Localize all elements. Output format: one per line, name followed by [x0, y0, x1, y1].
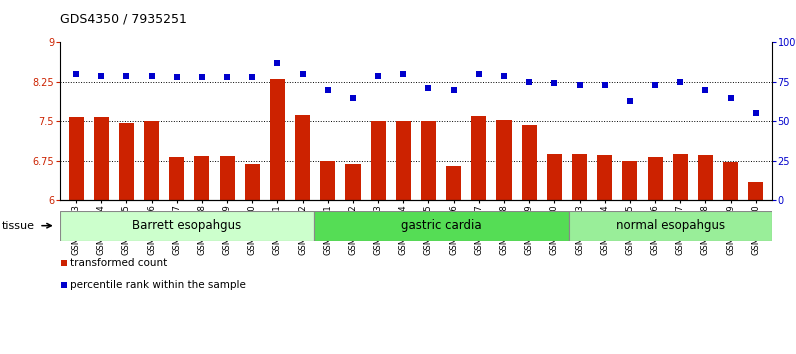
Point: [296, 71, 309, 77]
Bar: [497, 120, 512, 200]
Point: [674, 79, 687, 85]
Bar: [371, 121, 386, 200]
Bar: [60, 211, 314, 241]
Point: [196, 74, 209, 80]
Bar: [244, 164, 259, 200]
Bar: [547, 154, 562, 200]
Bar: [314, 211, 568, 241]
Bar: [572, 154, 587, 200]
Text: normal esopahgus: normal esopahgus: [616, 219, 725, 232]
Point: [145, 73, 158, 78]
Bar: [622, 161, 638, 200]
Bar: [270, 79, 285, 200]
Bar: [345, 164, 361, 200]
Bar: [568, 211, 772, 241]
Point: [57, 261, 70, 266]
Bar: [220, 156, 235, 200]
Bar: [521, 125, 537, 200]
Point: [246, 74, 259, 80]
Text: transformed count: transformed count: [70, 258, 168, 268]
Text: GDS4350 / 7935251: GDS4350 / 7935251: [60, 12, 186, 25]
Bar: [421, 121, 436, 200]
Point: [397, 71, 410, 77]
Point: [498, 73, 510, 78]
Bar: [119, 123, 134, 200]
Bar: [396, 121, 411, 200]
Bar: [647, 157, 662, 200]
Bar: [673, 154, 688, 200]
Bar: [94, 117, 109, 200]
Point: [473, 71, 486, 77]
Bar: [68, 117, 84, 200]
Bar: [194, 156, 209, 200]
Point: [523, 79, 536, 85]
Point: [749, 110, 762, 116]
Bar: [471, 116, 486, 200]
Bar: [748, 182, 763, 200]
Point: [70, 71, 83, 77]
Point: [548, 81, 560, 86]
Text: percentile rank within the sample: percentile rank within the sample: [70, 280, 246, 290]
Bar: [144, 121, 159, 200]
Text: gastric cardia: gastric cardia: [401, 219, 482, 232]
Point: [95, 73, 107, 78]
Point: [422, 85, 435, 91]
Point: [623, 98, 636, 104]
Point: [271, 60, 284, 66]
Bar: [320, 161, 335, 200]
Point: [220, 74, 233, 80]
Point: [599, 82, 611, 88]
Bar: [170, 157, 185, 200]
Point: [573, 82, 586, 88]
Point: [120, 73, 133, 78]
Point: [372, 73, 384, 78]
Bar: [597, 155, 612, 200]
Point: [57, 282, 70, 288]
Point: [170, 74, 183, 80]
Text: tissue: tissue: [2, 221, 34, 231]
Text: Barrett esopahgus: Barrett esopahgus: [132, 219, 241, 232]
Bar: [723, 162, 738, 200]
Point: [649, 82, 661, 88]
Point: [322, 87, 334, 93]
Point: [724, 95, 737, 101]
Point: [699, 87, 712, 93]
Bar: [698, 155, 713, 200]
Point: [346, 95, 359, 101]
Bar: [295, 115, 310, 200]
Point: [447, 87, 460, 93]
Bar: [446, 166, 461, 200]
